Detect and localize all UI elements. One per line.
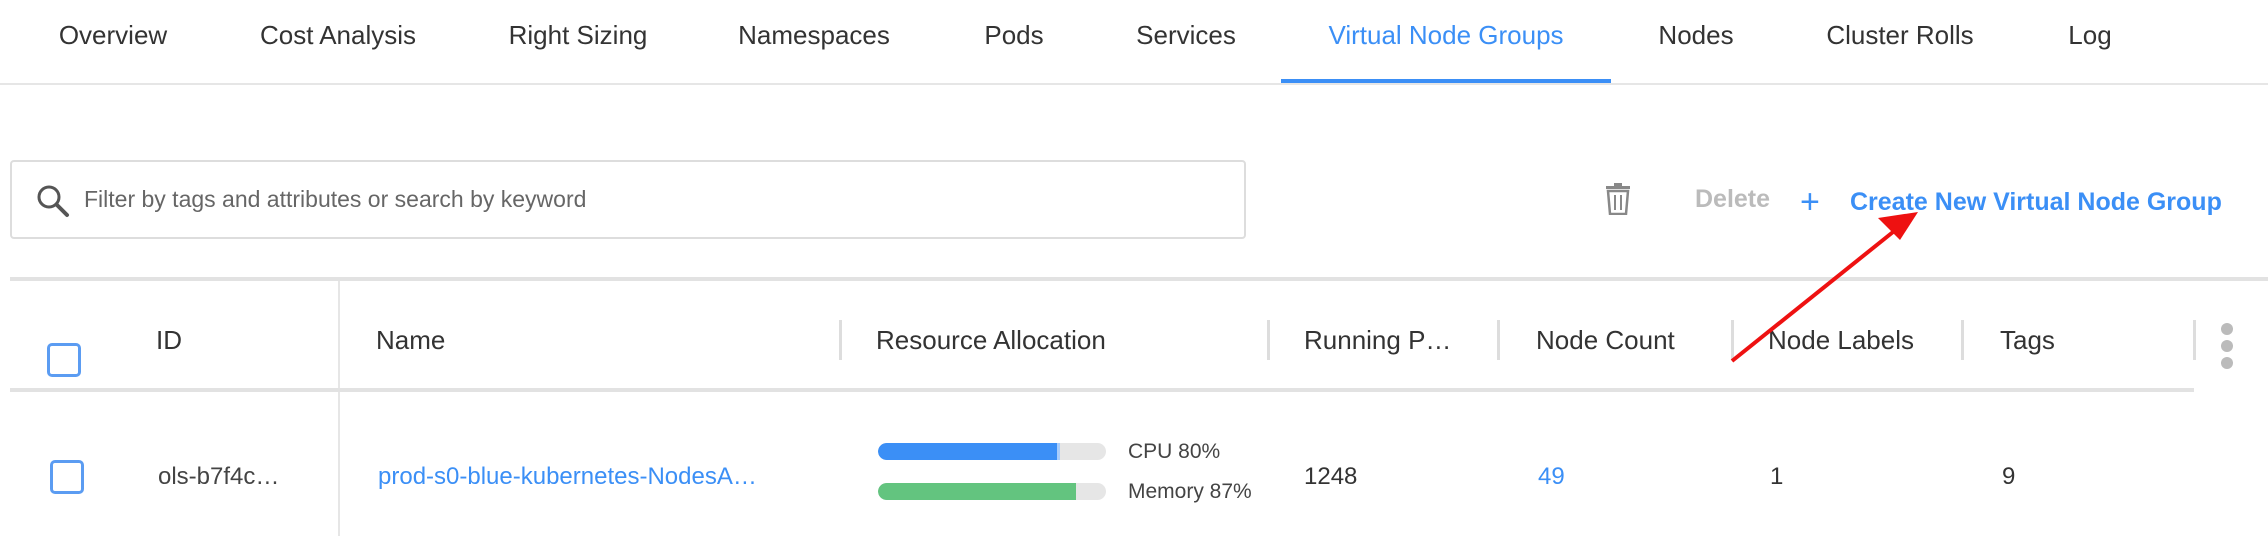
column-resize-handle[interactable] — [839, 320, 842, 360]
trash-icon — [1606, 183, 1630, 215]
search-input[interactable] — [84, 162, 1224, 237]
header-running-pods[interactable]: Running P… — [1304, 325, 1452, 355]
tab-nodes[interactable]: Nodes — [1658, 20, 1734, 50]
tab-virtual-node-groups[interactable]: Virtual Node Groups — [1328, 20, 1564, 50]
create-label: Create New Virtual Node Group — [1850, 188, 2222, 216]
header-resource-allocation[interactable]: Resource Allocation — [876, 325, 1106, 355]
delete-label: Delete — [1695, 184, 1771, 213]
cell-name-link[interactable]: prod-s0-blue-kubernetes-NodesA… — [378, 463, 757, 490]
cell-node-count-link[interactable]: 49 — [1538, 463, 1565, 490]
cell-tags: 9 — [2002, 463, 2016, 490]
memory-label: Memory 87% — [1128, 480, 1252, 503]
header-tags[interactable]: Tags — [2000, 325, 2055, 355]
memory-bar — [878, 483, 1106, 500]
search-icon — [37, 185, 69, 217]
table-top-divider — [10, 277, 2268, 281]
create-virtual-node-group-button[interactable]: + Create New Virtual Node Group — [1800, 183, 2222, 222]
header-divider — [10, 388, 2194, 392]
active-tab-indicator — [1281, 79, 1611, 83]
tab-log[interactable]: Log — [2068, 20, 2112, 50]
cell-running-pods: 1248 — [1304, 463, 1358, 490]
column-resize-handle[interactable] — [1961, 320, 1964, 360]
cell-id: ols-b7f4c… — [158, 463, 280, 490]
tab-bar: Overview Cost Analysis Right Sizing Name… — [0, 0, 2268, 85]
cpu-bar-fill — [878, 443, 1061, 460]
column-divider — [338, 281, 340, 536]
tab-namespaces[interactable]: Namespaces — [738, 20, 890, 50]
select-all-checkbox[interactable] — [47, 343, 81, 377]
cpu-bar — [878, 443, 1106, 460]
column-resize-handle[interactable] — [1731, 320, 1734, 360]
tab-overview[interactable]: Overview — [58, 20, 168, 50]
memory-bar-fill — [878, 483, 1077, 500]
column-resize-handle[interactable] — [1267, 320, 1270, 360]
plus-icon: + — [1800, 183, 1820, 221]
cpu-label: CPU 80% — [1128, 440, 1221, 463]
tab-services[interactable]: Services — [1136, 20, 1236, 50]
tab-cost-analysis[interactable]: Cost Analysis — [259, 20, 417, 50]
tab-pods[interactable]: Pods — [984, 20, 1044, 50]
header-node-count[interactable]: Node Count — [1536, 325, 1675, 355]
header-name[interactable]: Name — [376, 325, 446, 355]
kebab-menu-icon[interactable] — [2218, 322, 2236, 370]
search-box[interactable] — [10, 160, 1246, 239]
column-resize-handle[interactable] — [1497, 320, 1500, 360]
cell-node-labels: 1 — [1770, 463, 1784, 490]
header-id[interactable]: ID — [156, 325, 182, 355]
column-resize-handle[interactable] — [2193, 320, 2196, 360]
tab-right-sizing[interactable]: Right Sizing — [508, 20, 648, 50]
delete-button[interactable]: Delete — [1605, 183, 1770, 215]
header-node-labels[interactable]: Node Labels — [1768, 325, 1914, 355]
row-checkbox[interactable] — [50, 460, 84, 494]
tab-cluster-rolls[interactable]: Cluster Rolls — [1826, 20, 1974, 50]
